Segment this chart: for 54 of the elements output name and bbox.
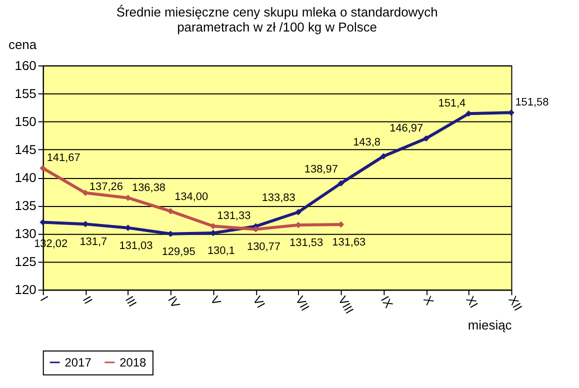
y-axis-title: cena [8, 36, 38, 52]
data-label: 131,53 [290, 236, 324, 249]
x-tick-label: VIII [335, 294, 356, 316]
text: Średnie miesięczne ceny skupu mleka o standardowych [116, 4, 438, 20]
legend-label: 2018 [120, 355, 147, 370]
x-tick-label: VI [250, 294, 268, 310]
data-label: 131,03 [119, 240, 153, 252]
x-tick-label: VII [292, 294, 312, 314]
x-tick-label: XII [506, 294, 526, 314]
x-tick-label: XI [463, 294, 481, 310]
data-label: 136,38 [132, 182, 166, 194]
data-label: 131,33 [217, 210, 251, 222]
point [210, 230, 216, 236]
data-label: 137,26 [89, 180, 123, 193]
point [40, 165, 46, 172]
data-label: 138,97 [304, 163, 338, 176]
point [380, 153, 387, 160]
data-label: 129,95 [162, 246, 196, 258]
y-tick-label: 150 [14, 114, 36, 129]
x-tick-label: III [122, 294, 140, 310]
data-label: 146,97 [390, 122, 424, 134]
x-tick-label: X [420, 294, 437, 308]
point [508, 109, 514, 116]
y-tick-label: 140 [14, 170, 36, 186]
point [422, 135, 430, 142]
point [210, 222, 216, 230]
x-tick-label: I [37, 294, 52, 304]
y-tick-label: 130 [14, 226, 36, 242]
y-tick-label: 120 [14, 282, 36, 298]
text: parametrach w zł /100 kg w Polsce [177, 20, 377, 35]
x-tick-label: IX [378, 294, 396, 310]
legend-label: 2017 [64, 355, 92, 370]
x-tick-label: II [80, 294, 96, 306]
data-label: 151,4 [438, 98, 466, 110]
point [295, 208, 302, 216]
data-label: 131,7 [80, 236, 108, 248]
x-tick-label: V [208, 294, 224, 308]
y-tick-label: 125 [14, 254, 36, 270]
y-tick-label: 135 [14, 198, 36, 214]
data-label: 143,8 [353, 136, 381, 148]
x-tick-label: IV [165, 294, 183, 310]
y-tick-label: 145 [14, 142, 36, 157]
y-tick-label: 155 [14, 86, 36, 101]
x-axis-title: miesiąc [468, 318, 512, 333]
y-tick-label: 160 [14, 58, 36, 73]
data-label: 130,77 [246, 241, 280, 254]
data-label: 151,58 [515, 96, 549, 109]
data-label: 133,83 [262, 192, 296, 204]
point [338, 180, 344, 186]
data-label: 134,00 [174, 191, 208, 204]
data-label: 131,63 [332, 236, 366, 248]
point [167, 208, 174, 214]
data-label: 141,67 [46, 152, 80, 164]
data-label: 130,1 [207, 244, 235, 257]
